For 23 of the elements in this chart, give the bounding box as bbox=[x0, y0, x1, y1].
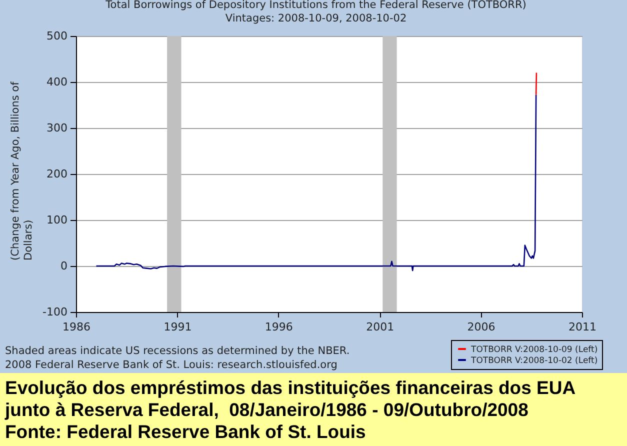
text: 2008 Federal Reserve Bank of St. Louis: research.stlouisfed.org bbox=[5, 359, 338, 371]
x-tick-label: 2001 bbox=[366, 320, 394, 334]
x-tick-label: 1996 bbox=[264, 320, 293, 334]
chart-subtitle: Vintages: 2008-10-09, 2008-10-02 bbox=[225, 12, 407, 24]
y-tick-label: -100 bbox=[42, 306, 68, 318]
x-tick-label: 1991 bbox=[164, 320, 192, 334]
line-series bbox=[96, 94, 537, 272]
source-note: Fonte: Federal Reserve Bank of St. Louis bbox=[5, 421, 367, 443]
x-tick-label: 1986 bbox=[62, 320, 90, 334]
legend-label: TOTBORR V:2008-10-02 (Left) bbox=[470, 356, 598, 366]
x-tick-label: 2011 bbox=[568, 320, 596, 334]
y-tick-label: 200 bbox=[46, 168, 68, 180]
y-tick-label: 300 bbox=[46, 122, 68, 134]
chart-title: Total Borrowings of Depository Institutions from the Federal Reserve (TOTBORR) bbox=[104, 0, 526, 11]
text: Shaded areas indicate US recessions as determined by the NBER. bbox=[5, 345, 350, 357]
x-tick-label: 2006 bbox=[467, 320, 496, 334]
y-tick-label: 500 bbox=[46, 30, 68, 42]
legend-label: TOTBORR V:2008-10-09 (Left) bbox=[470, 345, 598, 355]
text: Evolução dos empréstimos das instituições financeiras dos EUA junto à Reserva Federal, 08/Janeiro/1986 - 09/Outubro/2008 bbox=[5, 377, 576, 421]
y-tick-label: 100 bbox=[46, 214, 68, 226]
y-tick-label: 400 bbox=[46, 76, 68, 88]
y-tick-label: 0 bbox=[60, 260, 68, 272]
y-axis-title: (Change from Year Ago, Billions of Dollars) bbox=[10, 81, 34, 260]
